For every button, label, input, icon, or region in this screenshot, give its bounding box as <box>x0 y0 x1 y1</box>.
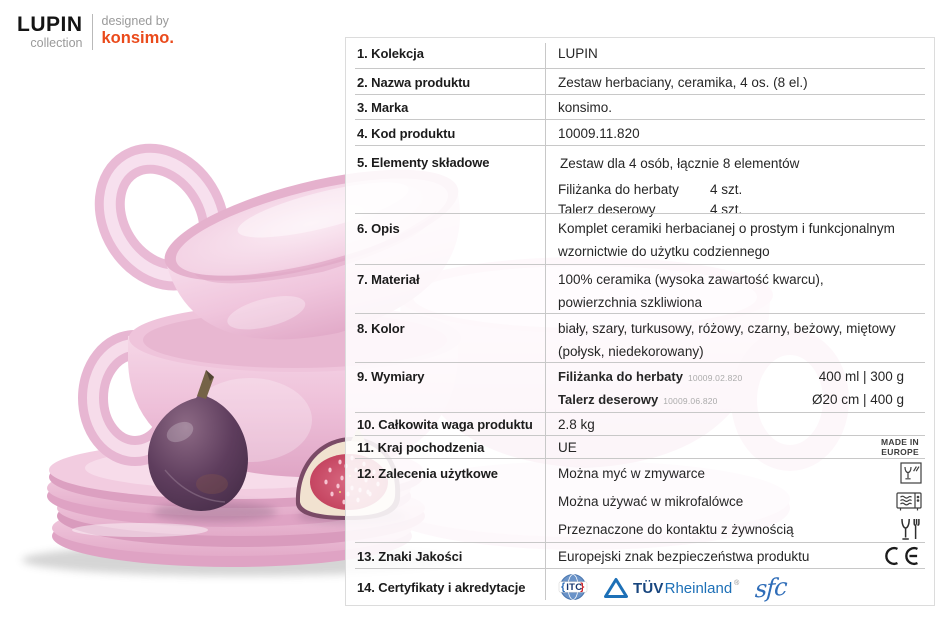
row-value: LUPIN <box>558 46 598 61</box>
dimension-item: Talerz deserowy 10009.06.820 Ø20 cm | 40… <box>558 389 922 412</box>
table-row: 3. Marka konsimo. <box>346 95 934 120</box>
row-label: 4. Kod produktu <box>357 125 456 141</box>
made-in-europe-badge: MADE IN EUROPE <box>881 436 922 457</box>
dimension-name: Talerz deserowy <box>558 392 659 407</box>
whole-fig <box>148 370 277 522</box>
dimension-name: Filiżanka do herbaty <box>558 369 683 384</box>
dimension-value: 400 ml | 300 g <box>818 369 904 384</box>
brand-header: LUPIN collection designed by konsimo. <box>17 14 174 50</box>
brand-logo: designed by konsimo. <box>102 14 174 50</box>
row-label: 9. Wymiary <box>357 369 425 384</box>
row-label: 11. Kraj pochodzenia <box>357 440 485 455</box>
row-value: Komplet ceramiki herbacianej o prostym i… <box>545 214 934 265</box>
usage-text: Można myć w zmywarce <box>558 465 706 481</box>
designed-by-label: designed by <box>101 14 169 29</box>
svg-text:ITC: ITC <box>566 581 582 592</box>
row-label: 5. Elementy składowe <box>357 155 490 170</box>
tuv-rheinland-logo: TÜV Rheinland ® <box>604 577 739 599</box>
table-row: 14. Certyfikaty i akredytacje { ITC } <box>346 569 934 605</box>
component-name: Filiżanka do herbaty <box>558 182 679 197</box>
dishwasher-safe-icon <box>900 462 922 484</box>
sfc-script-logo: sfc <box>754 572 788 604</box>
row-value: 2.8 kg <box>558 417 595 432</box>
itc-logo: { ITC } <box>558 572 588 605</box>
usage-item: Można używać w mikrofalówce <box>558 487 922 515</box>
row-label: 10. Całkowita waga produktu <box>357 417 533 432</box>
row-label: 14. Certyfikaty i akredytacje <box>357 579 526 595</box>
dimension-item: Filiżanka do herbaty 10009.02.820 400 ml… <box>558 366 922 389</box>
microwave-safe-icon <box>896 491 922 512</box>
table-row: 12. Zalecenia użytkowe Można myć w zmywa… <box>346 459 934 543</box>
food-contact-icon <box>898 517 922 542</box>
collection-logo: LUPIN collection <box>17 14 83 50</box>
table-row: 5. Elementy składowe Zestaw dla 4 osób, … <box>346 146 934 217</box>
table-row: 4. Kod produktu 10009.11.820 <box>346 120 934 146</box>
row-value: 100% ceramika (wysoka zawartość kwarcu),… <box>545 265 934 314</box>
row-value: UE MADE IN EUROPE <box>545 436 934 457</box>
table-row: 13. Znaki Jakości Europejski znak bezpie… <box>346 543 934 569</box>
description-line: Komplet ceramiki herbacianej o prostym i… <box>558 221 895 236</box>
brand-name: konsimo. <box>101 29 174 48</box>
set-summary: Zestaw dla 4 osób, łącznie 8 elementów <box>560 156 800 171</box>
row-label: 1. Kolekcja <box>357 46 424 61</box>
row-value: Filiżanka do herbaty 10009.02.820 400 ml… <box>545 363 934 413</box>
row-value: konsimo. <box>558 100 613 115</box>
registered-mark: ® <box>734 580 740 587</box>
dimension-code: 10009.02.820 <box>687 373 743 383</box>
logo-divider <box>91 14 93 50</box>
ce-mark-icon <box>882 546 922 566</box>
row-label: 3. Marka <box>357 100 409 115</box>
set-component: Filiżanka do herbaty 4 szt. <box>558 180 922 200</box>
row-value: Europejski znak bezpieczeństwa produktu <box>545 546 934 566</box>
svg-text:{: { <box>561 581 565 593</box>
collection-name: LUPIN <box>17 13 83 36</box>
dimension-value: Ø20 cm | 400 g <box>811 392 904 407</box>
quality-text: Europejski znak bezpieczeństwa produktu <box>558 548 810 564</box>
table-row: 11. Kraj pochodzenia UE MADE IN EUROPE <box>346 436 934 459</box>
row-label: 7. Materiał <box>357 272 420 287</box>
tuv-logo-text: TÜV <box>633 579 664 597</box>
row-label: 6. Opis <box>357 221 400 236</box>
row-value: Można myć w zmywarce Można używać w mikr… <box>545 459 934 543</box>
collection-label: collection <box>30 36 83 50</box>
row-label: 2. Nazwa produktu <box>357 74 471 90</box>
row-value: 10009.11.820 <box>558 125 640 141</box>
material-line: powierzchnia szkliwiona <box>558 295 703 310</box>
badge-line: EUROPE <box>881 446 919 457</box>
table-row: 6. Opis Komplet ceramiki herbacianej o p… <box>346 214 934 265</box>
table-row: 2. Nazwa produktu Zestaw herbaciany, cer… <box>346 69 934 95</box>
badge-line: MADE IN <box>881 436 919 447</box>
tuv-logo-text: Rheinland <box>664 579 733 597</box>
row-value: { ITC } TÜV Rheinland ® sfc <box>545 570 934 605</box>
dimension-code: 10009.06.820 <box>663 396 718 406</box>
row-value: biały, szary, turkusowy, różowy, czarny,… <box>545 314 934 363</box>
table-row: 10. Całkowita waga produktu 2.8 kg <box>346 413 934 436</box>
row-label: 13. Znaki Jakości <box>357 548 463 564</box>
description-line: wzornictwie do użytku codziennego <box>558 244 770 259</box>
product-spec-table: 1. Kolekcja LUPIN 2. Nazwa produktu Zest… <box>345 37 935 606</box>
usage-item: Przeznaczone do kontaktu z żywnością <box>558 515 922 543</box>
color-line: (połysk, niedekorowany) <box>558 344 704 359</box>
usage-text: Przeznaczone do kontaktu z żywnością <box>558 521 794 537</box>
table-row: 1. Kolekcja LUPIN <box>346 38 934 69</box>
row-value: Zestaw herbaciany, ceramika, 4 os. (8 el… <box>558 74 808 90</box>
table-row: 7. Materiał 100% ceramika (wysoka zawart… <box>346 265 934 314</box>
table-row: 8. Kolor biały, szary, turkusowy, różowy… <box>346 314 934 363</box>
component-qty: 4 szt. <box>710 182 743 197</box>
origin-value: UE <box>558 440 577 455</box>
row-value: Zestaw dla 4 osób, łącznie 8 elementów F… <box>545 146 934 217</box>
svg-text:}: } <box>580 581 584 593</box>
color-line: biały, szary, turkusowy, różowy, czarny,… <box>558 321 896 336</box>
row-label: 8. Kolor <box>357 321 405 336</box>
table-row: 9. Wymiary Filiżanka do herbaty 10009.02… <box>346 363 934 413</box>
usage-item: Można myć w zmywarce <box>558 459 922 487</box>
usage-text: Można używać w mikrofalówce <box>558 493 744 509</box>
row-label: 12. Zalecenia użytkowe <box>357 466 498 481</box>
material-line: 100% ceramika (wysoka zawartość kwarcu), <box>558 272 824 287</box>
